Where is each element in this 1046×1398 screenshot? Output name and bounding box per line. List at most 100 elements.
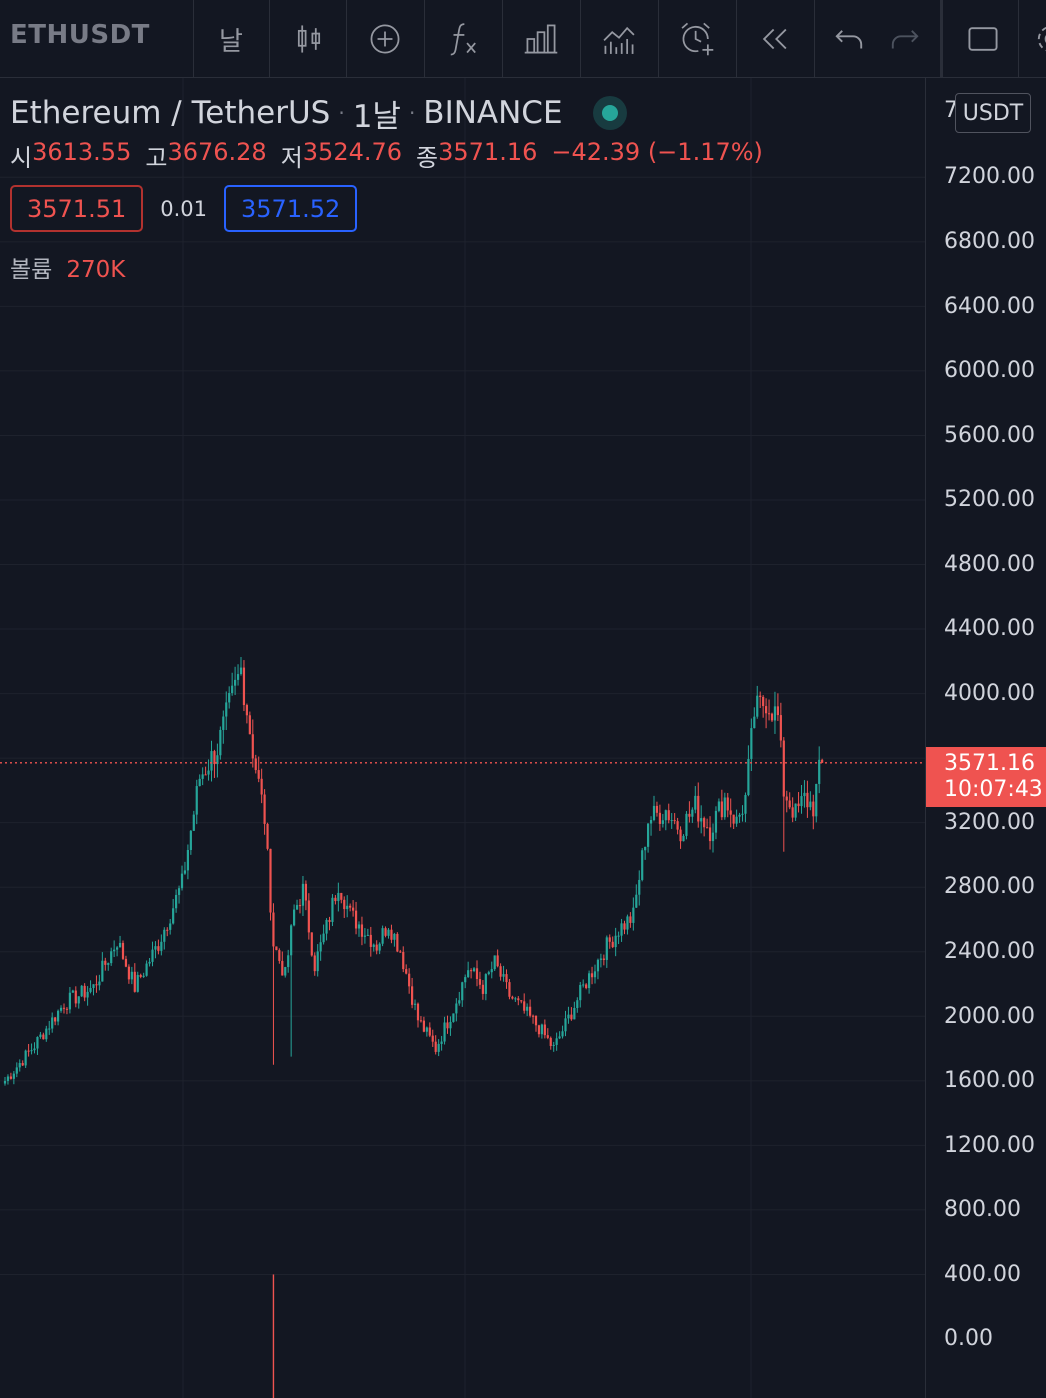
candle-body xyxy=(92,984,95,988)
candle-body xyxy=(641,850,644,880)
candle-body xyxy=(189,830,192,851)
candle-body xyxy=(360,924,364,937)
chart-type-icon xyxy=(603,26,635,54)
toolbar-separator xyxy=(424,0,425,77)
buy-button[interactable]: 3571.52 xyxy=(224,185,358,232)
candle-body xyxy=(175,894,178,909)
candle-body xyxy=(101,960,104,982)
candle-body xyxy=(431,1035,434,1042)
toolbar-separator xyxy=(502,0,503,77)
candle-body xyxy=(160,941,163,951)
candle-body xyxy=(269,848,272,913)
candle-body xyxy=(328,919,331,922)
legend-title-row: Ethereum / TetherUS · 1날 · BINANCE xyxy=(10,94,763,135)
fullscreen-button[interactable] xyxy=(958,14,1008,64)
candle-body xyxy=(163,929,166,942)
replay-button[interactable] xyxy=(750,14,800,64)
candle-body xyxy=(691,809,694,817)
spread-value: 0.01 xyxy=(160,196,208,221)
templates-button[interactable] xyxy=(516,14,566,64)
candle-body xyxy=(118,942,122,948)
candle-body xyxy=(809,801,812,808)
candle-body xyxy=(133,971,136,992)
candle-body xyxy=(759,695,762,697)
candle-body xyxy=(278,950,281,961)
change-value: −42.39 (−1.17%) xyxy=(551,138,763,166)
candle-series xyxy=(3,656,824,1086)
axis-tick-label: 0.00 xyxy=(944,1326,993,1351)
interval-button[interactable]: 날 xyxy=(206,14,256,64)
candle-body xyxy=(629,916,632,923)
axis-tick-label: 3200.00 xyxy=(944,810,1035,835)
candle-body xyxy=(543,1024,546,1036)
candle-body xyxy=(121,942,125,959)
candle-body xyxy=(632,907,635,923)
candle-body xyxy=(700,818,703,822)
candle-body xyxy=(180,873,184,889)
toolbar-separator xyxy=(1018,0,1019,77)
candle-body xyxy=(523,1001,526,1011)
candle-body xyxy=(169,923,172,930)
candle-body xyxy=(9,1076,12,1079)
alert-icon xyxy=(681,22,714,56)
undo-button[interactable] xyxy=(824,14,874,64)
symbol-search[interactable]: ETHUSDT xyxy=(10,20,150,50)
currency-selector[interactable]: USDT xyxy=(955,93,1031,133)
candle-body xyxy=(708,827,712,842)
toolbar-separator xyxy=(580,0,581,77)
alert-button[interactable] xyxy=(672,14,722,64)
candle-body xyxy=(65,1008,69,1010)
redo-button[interactable] xyxy=(880,14,930,64)
axis-tick-label: 7 xyxy=(944,98,958,123)
candle-body xyxy=(113,949,116,952)
candle-body xyxy=(478,979,482,985)
chart-type-button[interactable] xyxy=(594,14,644,64)
candle-body xyxy=(508,982,511,997)
bar-countdown: 10:07:43 xyxy=(944,777,1043,802)
candle-body xyxy=(428,1027,431,1036)
candle-body xyxy=(815,783,818,817)
candle-body xyxy=(596,959,600,972)
candle-body xyxy=(590,973,594,978)
candle-body xyxy=(750,728,753,759)
undo-icon xyxy=(835,30,863,49)
market-status-icon[interactable] xyxy=(592,96,627,130)
candle-body xyxy=(210,751,213,771)
candle-body xyxy=(623,923,626,930)
candle-body xyxy=(782,740,785,797)
candle-body xyxy=(322,933,325,943)
toolbar-separator xyxy=(658,0,659,77)
candle-body xyxy=(797,803,800,807)
indicators-button[interactable] xyxy=(438,14,488,64)
candle-body xyxy=(343,899,346,910)
candle-body xyxy=(664,810,667,821)
candle-body xyxy=(124,958,128,967)
axis-tick-label: 4800.00 xyxy=(944,552,1035,577)
candle-body xyxy=(812,801,815,817)
chart-grid xyxy=(0,78,925,1398)
candle-body xyxy=(496,955,499,967)
candle-body xyxy=(741,813,744,815)
candle-body xyxy=(281,960,284,976)
candle-body xyxy=(396,933,399,952)
price-axis-border xyxy=(925,78,926,1398)
candle-body xyxy=(688,813,691,817)
candle-body xyxy=(136,974,139,992)
candle-body xyxy=(340,892,343,900)
candle-body xyxy=(464,977,467,983)
sell-button[interactable]: 3571.51 xyxy=(10,185,144,232)
candle-body xyxy=(284,967,287,976)
candle-body xyxy=(372,944,375,947)
candle-body xyxy=(263,794,266,824)
compare-button[interactable] xyxy=(360,14,410,64)
separator-dot: · xyxy=(408,101,416,125)
axis-tick-label: 6000.00 xyxy=(944,358,1035,383)
candle-body xyxy=(440,1041,443,1044)
chart-style-button[interactable] xyxy=(284,14,334,64)
candle-body xyxy=(375,944,378,951)
candle-body xyxy=(231,685,234,694)
candle-body xyxy=(735,816,738,824)
candle-body xyxy=(546,1035,549,1038)
candle-body xyxy=(493,955,496,970)
